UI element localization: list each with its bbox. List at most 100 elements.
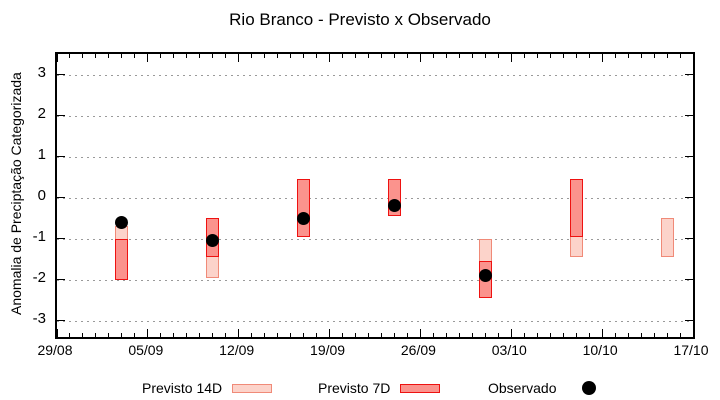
y-tick-left <box>57 156 65 158</box>
y-tick-label: 3 <box>37 63 46 81</box>
y-tick-label: 0 <box>37 186 46 204</box>
x-tick-top <box>342 54 344 58</box>
x-tick-top <box>316 54 318 58</box>
x-tick-top <box>458 54 460 58</box>
x-tick-bottom <box>251 333 253 337</box>
gridline <box>57 115 693 117</box>
x-tick-bottom <box>264 333 266 337</box>
legend-swatch-previsto-14d-icon <box>232 383 273 393</box>
x-tick-top <box>121 54 123 58</box>
x-tick-top <box>536 54 538 58</box>
legend-item-observado: Observado <box>488 379 597 397</box>
x-tick-bottom <box>445 333 447 337</box>
x-tick-top <box>640 54 642 58</box>
x-tick-bottom <box>56 329 58 337</box>
x-tick-bottom <box>575 333 577 337</box>
x-tick-bottom <box>212 333 214 337</box>
x-tick-top <box>147 54 149 62</box>
bar-previsto-7d <box>569 179 583 237</box>
x-tick-label: 19/09 <box>310 342 346 358</box>
x-tick-label: 03/10 <box>491 342 527 358</box>
x-tick-bottom <box>173 333 175 337</box>
x-tick-top <box>679 54 681 58</box>
x-tick-bottom <box>329 329 331 337</box>
x-tick-top <box>277 54 279 58</box>
x-tick-bottom <box>121 333 123 337</box>
x-tick-top <box>549 54 551 58</box>
x-tick-bottom <box>95 333 97 337</box>
x-tick-bottom <box>497 333 499 337</box>
x-tick-top <box>497 54 499 58</box>
x-tick-top <box>523 54 525 58</box>
x-tick-top <box>666 54 668 58</box>
observado-dot <box>387 199 401 213</box>
x-tick-top <box>290 54 292 58</box>
y-tick-label: -1 <box>32 227 46 245</box>
x-tick-bottom <box>601 329 603 337</box>
x-tick-top <box>575 54 577 58</box>
x-tick-bottom <box>471 333 473 337</box>
x-tick-bottom <box>393 333 395 337</box>
x-tick-top <box>69 54 71 58</box>
observado-dot <box>478 268 492 282</box>
x-tick-top <box>588 54 590 58</box>
y-tick-right <box>685 320 693 322</box>
x-tick-bottom <box>640 333 642 337</box>
x-tick-top <box>238 54 240 62</box>
x-tick-label: 05/09 <box>128 342 164 358</box>
y-tick-right <box>685 156 693 158</box>
x-tick-bottom <box>303 333 305 337</box>
x-tick-bottom <box>290 333 292 337</box>
gridline <box>57 320 693 322</box>
x-tick-label: 12/09 <box>219 342 255 358</box>
x-tick-top <box>251 54 253 58</box>
y-tick-left <box>57 238 65 240</box>
x-tick-bottom <box>316 333 318 337</box>
x-tick-bottom <box>147 329 149 337</box>
y-tick-right <box>685 115 693 117</box>
x-tick-bottom <box>523 333 525 337</box>
chart-title: Rio Branco - Previsto x Observado <box>229 10 491 29</box>
gridline <box>57 238 693 240</box>
x-tick-top <box>199 54 201 58</box>
x-tick-top <box>173 54 175 58</box>
x-tick-bottom <box>238 329 240 337</box>
bar-previsto-14d <box>660 218 674 257</box>
x-tick-bottom <box>510 329 512 337</box>
x-tick-bottom <box>160 333 162 337</box>
y-tick-left <box>57 279 65 281</box>
x-tick-bottom <box>484 333 486 337</box>
gridline <box>57 156 693 158</box>
x-tick-bottom <box>627 333 629 337</box>
y-tick-left <box>57 115 65 117</box>
x-tick-bottom <box>692 329 694 337</box>
x-tick-label: 17/10 <box>673 342 709 358</box>
gridline <box>57 74 693 76</box>
x-tick-bottom <box>562 333 564 337</box>
x-tick-bottom <box>277 333 279 337</box>
x-tick-top <box>562 54 564 58</box>
x-tick-top <box>368 54 369 58</box>
x-tick-bottom <box>458 333 460 337</box>
x-tick-bottom <box>368 333 369 337</box>
x-tick-top <box>108 54 110 58</box>
x-tick-bottom <box>614 333 616 337</box>
x-tick-top <box>186 54 188 58</box>
x-tick-top <box>445 54 447 58</box>
gridline <box>57 197 693 199</box>
observado-dot <box>115 215 129 229</box>
observado-dot <box>297 211 311 225</box>
x-tick-bottom <box>406 333 408 337</box>
legend-item-previsto-7d: Previsto 7D <box>318 379 441 397</box>
x-tick-bottom <box>679 333 681 337</box>
x-tick-top <box>134 54 136 58</box>
x-tick-bottom <box>199 333 201 337</box>
gridline <box>57 279 693 281</box>
bar-previsto-7d <box>297 179 311 237</box>
x-tick-top <box>393 54 395 58</box>
x-tick-bottom <box>69 333 71 337</box>
y-tick-label: -3 <box>32 309 46 327</box>
x-tick-bottom <box>108 333 110 337</box>
legend-dot-observado-icon <box>582 381 597 395</box>
